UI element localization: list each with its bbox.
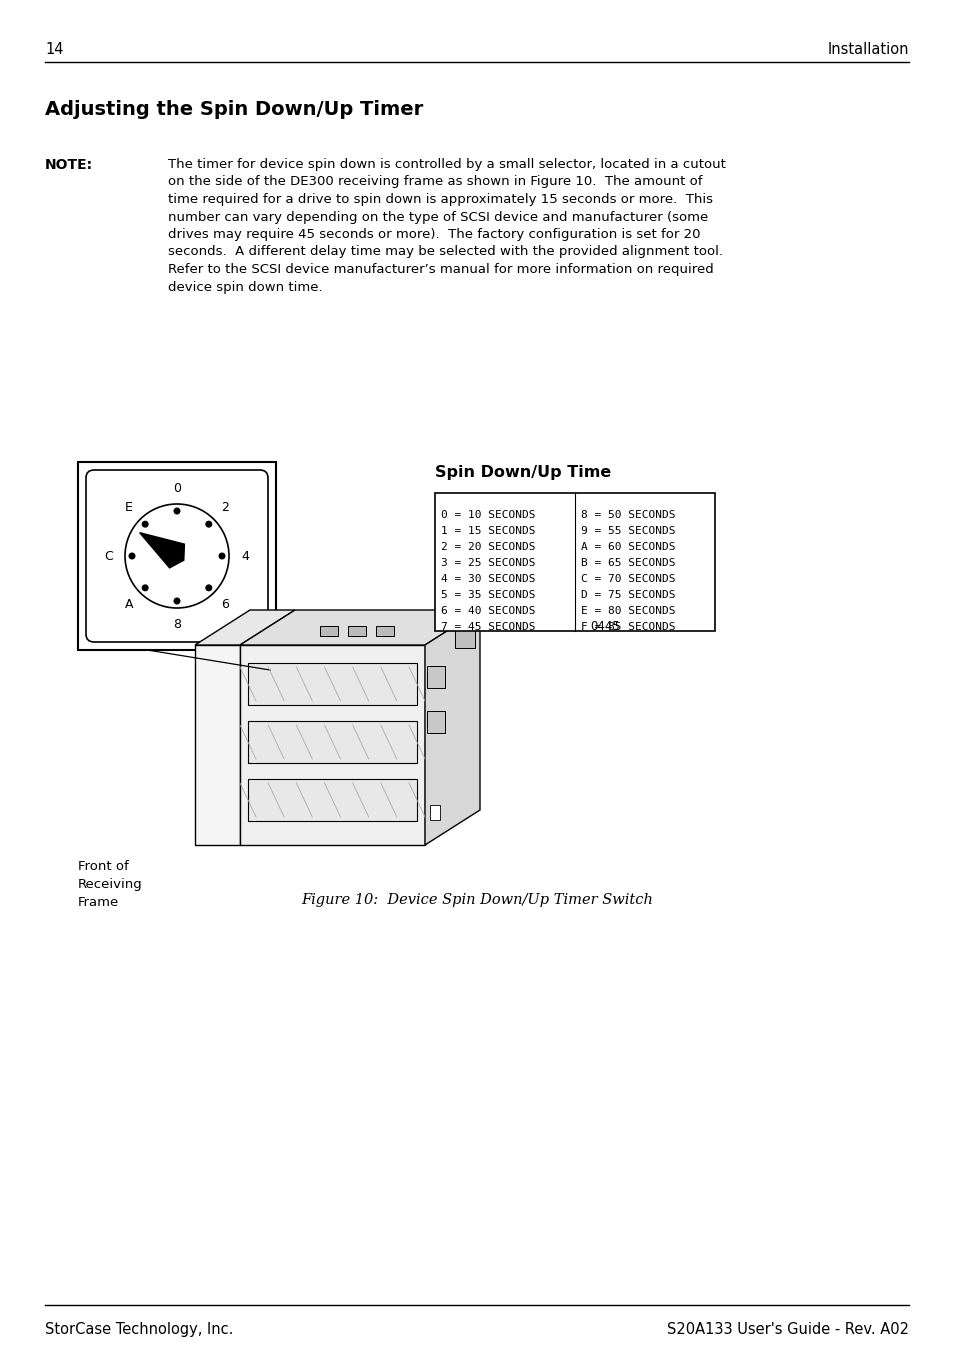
- Text: 4: 4: [241, 549, 249, 563]
- Text: 9 = 55 SECONDS: 9 = 55 SECONDS: [580, 526, 675, 537]
- Text: Installation: Installation: [826, 42, 908, 57]
- Text: C = 70 SECONDS: C = 70 SECONDS: [580, 574, 675, 585]
- Circle shape: [142, 522, 148, 527]
- Polygon shape: [240, 645, 424, 845]
- Polygon shape: [424, 611, 479, 845]
- Circle shape: [125, 504, 229, 608]
- Text: number can vary depending on the type of SCSI device and manufacturer (some: number can vary depending on the type of…: [168, 211, 707, 223]
- Text: 0445: 0445: [589, 620, 619, 632]
- Bar: [248, 663, 416, 705]
- Bar: [78, 461, 275, 650]
- Text: 0: 0: [172, 482, 181, 494]
- Text: device spin down time.: device spin down time.: [168, 281, 322, 293]
- Circle shape: [129, 553, 134, 559]
- Text: 8 = 50 SECONDS: 8 = 50 SECONDS: [580, 511, 675, 520]
- Bar: [455, 630, 475, 648]
- Text: NOTE:: NOTE:: [45, 157, 93, 172]
- Circle shape: [219, 553, 225, 559]
- Text: Adjusting the Spin Down/Up Timer: Adjusting the Spin Down/Up Timer: [45, 100, 423, 119]
- Text: E = 80 SECONDS: E = 80 SECONDS: [580, 606, 675, 616]
- Circle shape: [172, 550, 182, 561]
- Text: on the side of the DE300 receiving frame as shown in Figure 10.  The amount of: on the side of the DE300 receiving frame…: [168, 175, 701, 189]
- Bar: [248, 779, 416, 821]
- Text: 0 = 10 SECONDS: 0 = 10 SECONDS: [440, 511, 535, 520]
- Circle shape: [206, 585, 212, 590]
- Bar: [435, 493, 714, 631]
- Bar: [375, 626, 394, 637]
- Text: Refer to the SCSI device manufacturer’s manual for more information on required: Refer to the SCSI device manufacturer’s …: [168, 263, 713, 277]
- FancyBboxPatch shape: [86, 470, 268, 642]
- Bar: [427, 711, 444, 732]
- Text: 6 = 40 SECONDS: 6 = 40 SECONDS: [440, 606, 535, 616]
- Text: StorCase Technology, Inc.: StorCase Technology, Inc.: [45, 1322, 233, 1338]
- Bar: [319, 626, 337, 637]
- Text: Figure 10:  Device Spin Down/Up Timer Switch: Figure 10: Device Spin Down/Up Timer Swi…: [301, 893, 652, 908]
- Text: seconds.  A different delay time may be selected with the provided alignment too: seconds. A different delay time may be s…: [168, 245, 722, 259]
- Circle shape: [174, 598, 179, 604]
- Text: 7 = 45 SECONDS: 7 = 45 SECONDS: [440, 622, 535, 632]
- Text: Spin Down/Up Time: Spin Down/Up Time: [435, 465, 611, 481]
- Text: D = 75 SECONDS: D = 75 SECONDS: [580, 590, 675, 600]
- Text: drives may require 45 seconds or more).  The factory configuration is set for 20: drives may require 45 seconds or more). …: [168, 229, 700, 241]
- Text: B = 65 SECONDS: B = 65 SECONDS: [580, 559, 675, 568]
- Bar: [248, 721, 416, 763]
- Text: Front of
Receiving
Frame: Front of Receiving Frame: [78, 860, 143, 909]
- Text: 4 = 30 SECONDS: 4 = 30 SECONDS: [440, 574, 535, 585]
- Text: 3 = 25 SECONDS: 3 = 25 SECONDS: [440, 559, 535, 568]
- Polygon shape: [194, 645, 240, 845]
- Text: E: E: [125, 501, 132, 515]
- Text: 6: 6: [221, 598, 229, 611]
- Text: time required for a drive to spin down is approximately 15 seconds or more.  Thi: time required for a drive to spin down i…: [168, 193, 712, 205]
- Text: A: A: [125, 598, 133, 611]
- Polygon shape: [194, 611, 294, 645]
- Text: 1 = 15 SECONDS: 1 = 15 SECONDS: [440, 526, 535, 537]
- Text: 8: 8: [172, 617, 181, 631]
- Text: 14: 14: [45, 42, 64, 57]
- Polygon shape: [139, 533, 184, 568]
- Text: 2: 2: [221, 501, 229, 515]
- Bar: [430, 805, 439, 820]
- Text: The timer for device spin down is controlled by a small selector, located in a c: The timer for device spin down is contro…: [168, 157, 725, 171]
- Bar: [427, 665, 444, 689]
- Text: 5 = 35 SECONDS: 5 = 35 SECONDS: [440, 590, 535, 600]
- Circle shape: [206, 522, 212, 527]
- Text: C: C: [105, 549, 113, 563]
- Text: S20A133 User's Guide - Rev. A02: S20A133 User's Guide - Rev. A02: [666, 1322, 908, 1338]
- Text: F = 85 SECONDS: F = 85 SECONDS: [580, 622, 675, 632]
- Circle shape: [142, 585, 148, 590]
- Bar: [348, 626, 366, 637]
- Circle shape: [174, 508, 179, 513]
- Text: 2 = 20 SECONDS: 2 = 20 SECONDS: [440, 542, 535, 552]
- Polygon shape: [240, 611, 479, 645]
- Text: A = 60 SECONDS: A = 60 SECONDS: [580, 542, 675, 552]
